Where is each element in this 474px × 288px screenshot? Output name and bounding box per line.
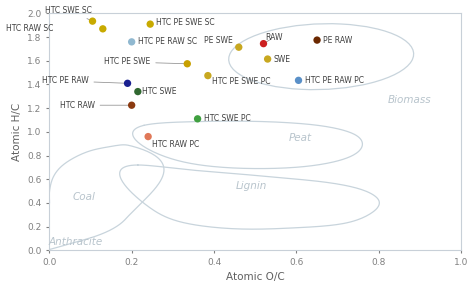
- Text: SWE: SWE: [274, 54, 291, 64]
- Point: [128, 103, 136, 107]
- Point: [204, 73, 212, 78]
- X-axis label: Atomic O/C: Atomic O/C: [226, 272, 284, 283]
- Point: [295, 78, 302, 83]
- Text: HTC RAW PC: HTC RAW PC: [148, 137, 200, 149]
- Text: Peat: Peat: [289, 133, 312, 143]
- Point: [183, 61, 191, 66]
- Text: HTC RAW SC: HTC RAW SC: [6, 24, 54, 33]
- Text: PE SWE: PE SWE: [204, 36, 239, 47]
- Point: [145, 134, 152, 139]
- Point: [124, 81, 131, 86]
- Text: HTC PE RAW: HTC PE RAW: [42, 76, 125, 86]
- Text: HTC PE SWE PC: HTC PE SWE PC: [212, 77, 271, 86]
- Point: [260, 41, 267, 46]
- Text: Lignin: Lignin: [236, 181, 267, 191]
- Point: [128, 39, 136, 44]
- Text: Coal: Coal: [73, 192, 96, 202]
- Text: HTC PE SWE SC: HTC PE SWE SC: [150, 18, 215, 27]
- Point: [134, 89, 142, 94]
- Text: Anthracite: Anthracite: [49, 237, 103, 247]
- Point: [194, 117, 201, 121]
- Text: HTC PE SWE: HTC PE SWE: [104, 58, 184, 67]
- Point: [235, 45, 243, 50]
- Text: HTC PE RAW PC: HTC PE RAW PC: [305, 76, 364, 85]
- Text: HTC PE RAW SC: HTC PE RAW SC: [138, 37, 197, 46]
- Text: HTC SWE: HTC SWE: [142, 87, 176, 96]
- Text: HTC SWE SC: HTC SWE SC: [45, 6, 92, 20]
- Point: [264, 57, 272, 61]
- Text: PE RAW: PE RAW: [323, 36, 353, 45]
- Point: [146, 22, 154, 26]
- Text: HTC RAW: HTC RAW: [60, 101, 129, 110]
- Y-axis label: Atomic H/C: Atomic H/C: [12, 103, 22, 161]
- Text: RAW: RAW: [265, 33, 283, 42]
- Point: [313, 38, 321, 42]
- Point: [89, 19, 96, 23]
- Point: [99, 26, 107, 31]
- Text: HTC SWE PC: HTC SWE PC: [204, 114, 250, 123]
- Text: Biomass: Biomass: [388, 95, 431, 105]
